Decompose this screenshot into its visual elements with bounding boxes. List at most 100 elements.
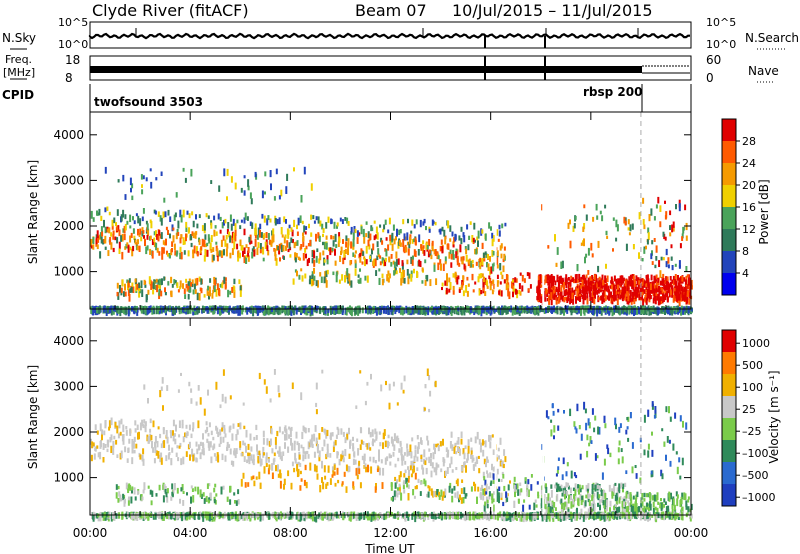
data-cell bbox=[128, 438, 131, 444]
data-cell bbox=[597, 240, 600, 248]
data-cell bbox=[423, 218, 426, 224]
data-cell bbox=[556, 247, 559, 255]
data-cell bbox=[311, 434, 314, 439]
data-cell bbox=[113, 435, 116, 440]
data-cell bbox=[394, 476, 397, 482]
data-cell bbox=[642, 197, 645, 204]
data-cell bbox=[96, 244, 99, 250]
data-cell bbox=[243, 175, 246, 179]
data-cell bbox=[610, 276, 613, 285]
data-cell bbox=[216, 452, 219, 458]
data-cell bbox=[136, 308, 139, 316]
data-cell bbox=[564, 494, 566, 500]
data-cell bbox=[182, 500, 185, 506]
data-cell bbox=[304, 464, 307, 471]
data-cell bbox=[179, 280, 182, 288]
data-cell bbox=[587, 305, 590, 310]
data-cell bbox=[336, 426, 339, 430]
data-cell bbox=[453, 485, 456, 491]
data-cell bbox=[202, 447, 205, 456]
data-cell bbox=[161, 377, 164, 384]
data-cell bbox=[496, 274, 499, 280]
data-cell bbox=[432, 454, 435, 460]
data-cell bbox=[444, 256, 447, 263]
data-cell bbox=[166, 436, 169, 444]
cpid-segment-0: twofsound 3503 bbox=[94, 95, 203, 109]
data-cell bbox=[641, 286, 644, 292]
data-cell bbox=[439, 259, 442, 265]
data-cell bbox=[131, 446, 134, 454]
data-cell bbox=[689, 277, 692, 283]
data-cell bbox=[321, 447, 324, 452]
data-cell bbox=[517, 489, 520, 496]
data-cell bbox=[608, 293, 611, 298]
data-cell bbox=[415, 485, 418, 490]
data-cell bbox=[376, 255, 379, 261]
data-cell bbox=[360, 427, 363, 434]
data-cell bbox=[336, 306, 339, 310]
data-cell bbox=[194, 231, 197, 239]
data-cell bbox=[183, 240, 186, 245]
data-cell bbox=[185, 233, 187, 242]
data-cell bbox=[484, 440, 487, 448]
data-cell bbox=[271, 230, 274, 236]
data-cell bbox=[195, 214, 197, 220]
data-cell bbox=[385, 306, 388, 315]
data-cell bbox=[155, 493, 158, 497]
data-cell bbox=[645, 283, 648, 287]
freq-panel: Freq. [MHz] 18 8 60 0 Nave bbox=[3, 53, 779, 85]
data-cell bbox=[384, 440, 387, 448]
data-cell bbox=[569, 240, 572, 249]
data-cell bbox=[315, 216, 318, 221]
data-cell bbox=[267, 305, 270, 310]
data-cell bbox=[199, 441, 202, 446]
data-cell bbox=[377, 253, 380, 258]
data-cell bbox=[427, 440, 430, 446]
data-cell bbox=[96, 445, 99, 449]
data-cell bbox=[523, 499, 526, 503]
data-cell bbox=[141, 216, 144, 222]
data-cell bbox=[587, 308, 590, 314]
data-cell bbox=[496, 257, 499, 265]
data-cell bbox=[681, 457, 684, 466]
data-cell bbox=[498, 230, 501, 237]
data-cell bbox=[416, 305, 419, 310]
data-cell bbox=[489, 256, 491, 262]
data-cell bbox=[323, 439, 326, 447]
data-cell bbox=[105, 308, 108, 317]
data-cell bbox=[219, 436, 222, 445]
data-cell bbox=[625, 495, 628, 502]
data-cell bbox=[199, 452, 202, 460]
data-cell bbox=[181, 484, 184, 491]
data-cell bbox=[315, 255, 318, 263]
data-cell bbox=[414, 250, 417, 258]
data-cell bbox=[185, 424, 188, 429]
data-cell bbox=[646, 502, 649, 507]
data-cell bbox=[125, 426, 128, 430]
data-cell bbox=[142, 489, 145, 494]
data-cell bbox=[128, 278, 131, 283]
data-cell bbox=[428, 448, 431, 452]
data-cell bbox=[418, 259, 421, 267]
data-cell bbox=[491, 434, 494, 438]
data-cell bbox=[164, 489, 167, 494]
data-cell bbox=[314, 425, 317, 432]
data-cell bbox=[581, 279, 584, 288]
data-cell bbox=[438, 491, 441, 498]
data-cell bbox=[332, 306, 335, 311]
data-cell bbox=[560, 277, 563, 285]
data-cell bbox=[557, 457, 560, 461]
data-cell bbox=[574, 216, 577, 220]
data-cell bbox=[269, 307, 272, 315]
data-cell bbox=[385, 380, 387, 386]
data-cell bbox=[388, 383, 391, 391]
data-cell bbox=[134, 420, 137, 426]
data-cell bbox=[363, 236, 366, 244]
data-cell bbox=[580, 305, 583, 314]
data-cell bbox=[141, 496, 144, 501]
data-cell bbox=[179, 209, 182, 218]
data-cell bbox=[634, 503, 637, 511]
noise-right-tick-top: 10^5 bbox=[706, 16, 736, 29]
data-cell bbox=[129, 246, 132, 251]
data-cell bbox=[635, 494, 638, 500]
